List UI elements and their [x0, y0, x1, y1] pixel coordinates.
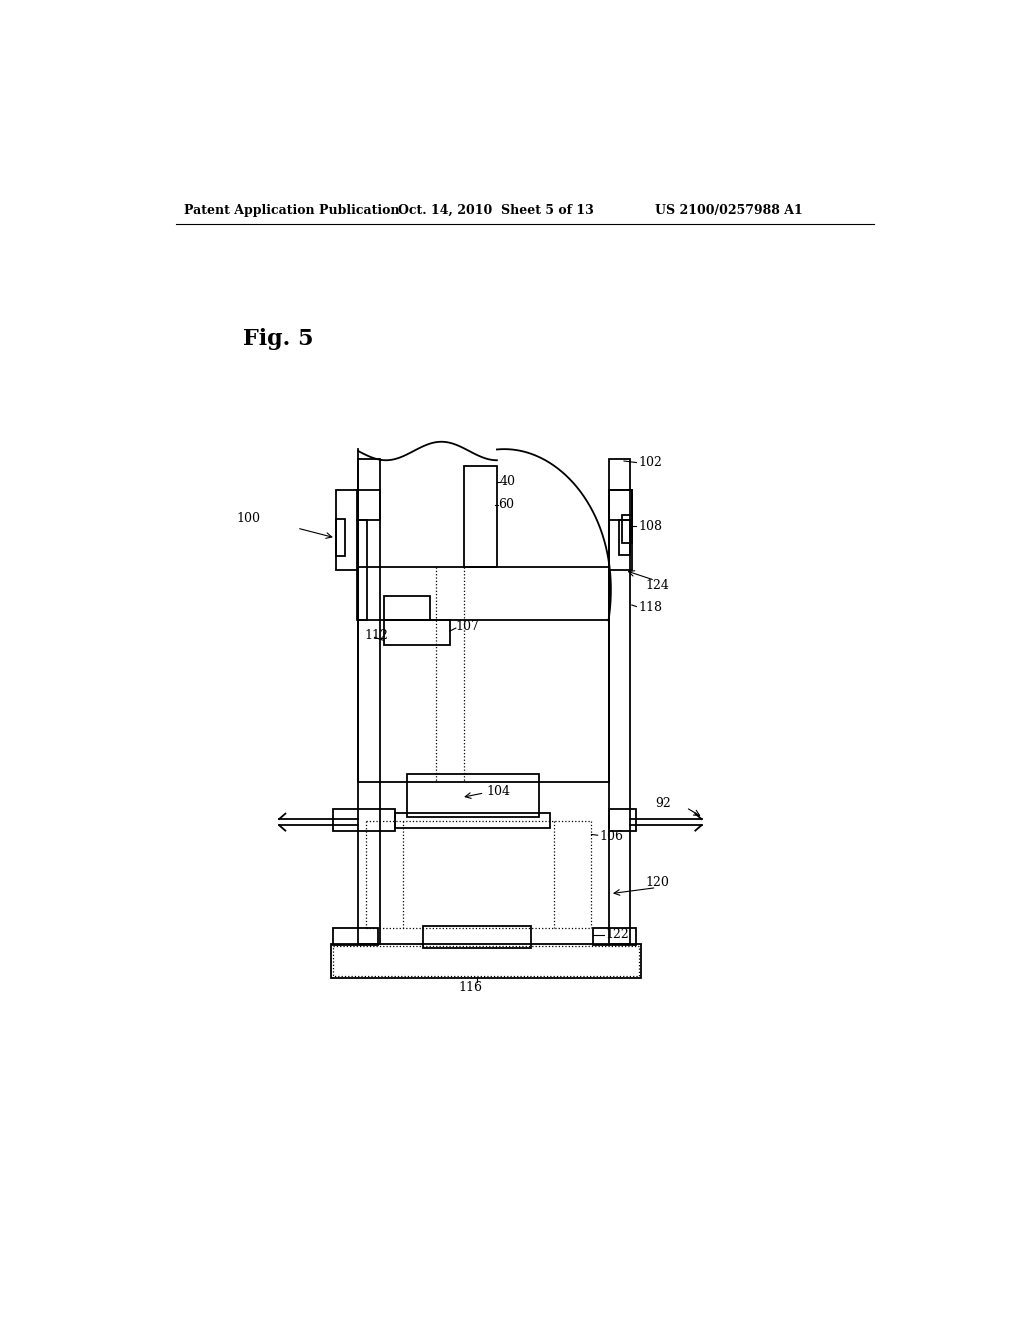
Bar	[608, 490, 632, 570]
Text: 116: 116	[458, 981, 482, 994]
Bar	[384, 620, 450, 645]
Bar	[384, 595, 430, 620]
Text: Fig. 5: Fig. 5	[243, 327, 313, 350]
Text: 40: 40	[500, 475, 516, 488]
Text: US 2100/0257988 A1: US 2100/0257988 A1	[655, 205, 803, 218]
Text: 108: 108	[638, 520, 662, 533]
Text: 104: 104	[486, 785, 510, 797]
Text: 124: 124	[646, 579, 670, 593]
Text: 122: 122	[605, 928, 629, 941]
Text: Patent Application Publication: Patent Application Publication	[183, 205, 399, 218]
Bar	[334, 946, 639, 977]
Bar	[358, 459, 380, 944]
Bar	[336, 490, 358, 570]
Text: 106: 106	[599, 829, 624, 842]
Bar	[622, 515, 632, 543]
Bar	[334, 928, 378, 945]
Bar	[593, 928, 636, 945]
Bar	[608, 809, 636, 830]
Text: 118: 118	[638, 601, 662, 614]
Text: 112: 112	[365, 630, 388, 643]
Bar	[395, 813, 550, 829]
Bar	[334, 809, 395, 830]
Text: 120: 120	[646, 875, 670, 888]
Bar	[608, 490, 632, 520]
Bar	[356, 520, 368, 620]
Bar	[336, 519, 345, 556]
Text: 100: 100	[237, 512, 260, 525]
Text: 92: 92	[655, 797, 671, 810]
Text: 102: 102	[638, 455, 662, 469]
Bar	[608, 459, 630, 944]
Text: 107: 107	[456, 620, 479, 634]
Bar	[464, 466, 497, 566]
Bar	[331, 944, 641, 978]
Text: 60: 60	[499, 499, 514, 511]
Text: Oct. 14, 2010  Sheet 5 of 13: Oct. 14, 2010 Sheet 5 of 13	[397, 205, 594, 218]
Bar	[423, 927, 531, 948]
Bar	[358, 566, 608, 781]
Bar	[620, 520, 630, 554]
Bar	[356, 490, 380, 520]
Bar	[407, 775, 539, 817]
